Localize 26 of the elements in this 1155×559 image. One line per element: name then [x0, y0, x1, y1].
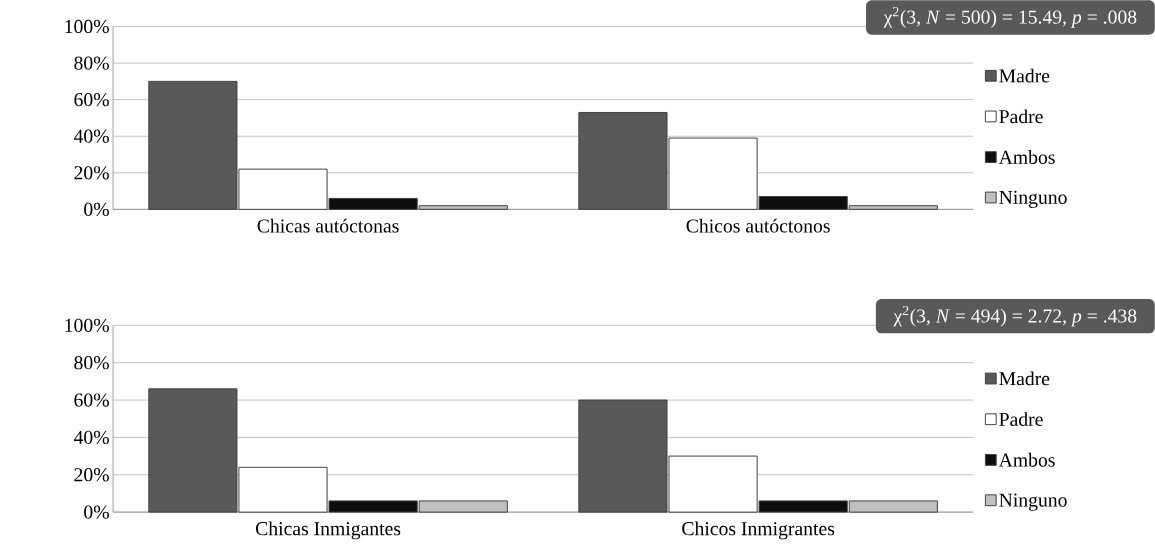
x-tick-label: Chicas autóctonas: [257, 218, 399, 233]
legend-label: Ambos: [998, 452, 1055, 467]
y-tick-label: 100%: [65, 318, 109, 332]
legend-label: Padre: [999, 412, 1043, 426]
y-tick-label: 80%: [74, 56, 109, 70]
y-tick-label: 0%: [84, 202, 109, 216]
y-tick-label: 20%: [74, 165, 109, 180]
y-tick-label: 40%: [73, 430, 109, 444]
annotation: χ$^{2}$(3, N = 500) = 15.49, p = .008: [883, 6, 1137, 28]
annotation: χ$^{2}$(3, N = 494) = 2.72, p = .438: [893, 305, 1137, 327]
y-tick-label: 20%: [74, 467, 109, 482]
legend-label: Madre: [999, 371, 1050, 386]
legend-label: Madre: [999, 68, 1050, 83]
legend-label: Ninguno: [999, 190, 1067, 208]
x-tick-label: Chicos autóctonos: [686, 218, 830, 233]
y-tick-label: 60%: [74, 393, 109, 407]
y-tick-label: 40%: [73, 129, 109, 143]
x-tick-label: Chicos Inmigrantes: [682, 521, 835, 540]
legend-label: Ambos: [998, 149, 1055, 164]
y-tick-label: 60%: [74, 92, 109, 107]
legend-label: Ninguno: [999, 493, 1067, 511]
y-tick-label: 0%: [84, 505, 109, 519]
x-tick-label: Chicas Inmigantes: [255, 521, 401, 540]
y-tick-label: 100%: [65, 19, 109, 34]
y-tick-label: 80%: [74, 355, 109, 370]
legend-label: Padre: [999, 109, 1043, 124]
